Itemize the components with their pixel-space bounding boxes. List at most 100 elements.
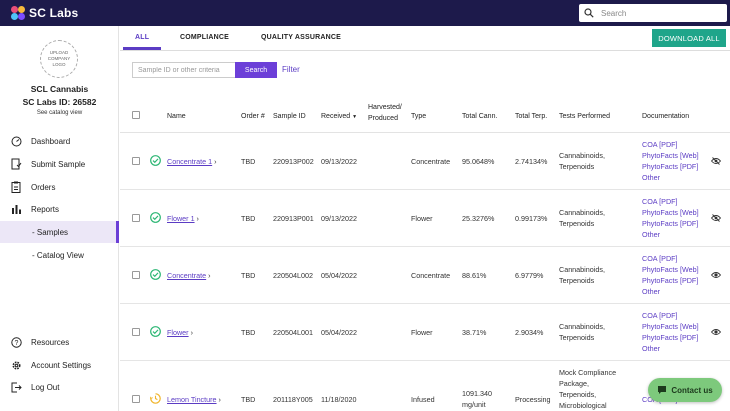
nav-catalog-view[interactable]: - Catalog View [0, 244, 119, 266]
search-button[interactable]: Search [235, 62, 277, 78]
header-total-terp[interactable]: Total Terp. [515, 113, 548, 120]
coa-pdf-link[interactable]: COA [PDF] [642, 254, 678, 263]
other-docs-link[interactable]: Other [642, 173, 660, 182]
row-name[interactable]: Flower › [167, 328, 193, 337]
header-harvested[interactable]: Harvested/Produced [368, 103, 402, 123]
row-test-item: Package, [559, 379, 589, 388]
phytofacts-web-link[interactable]: PhytoFacts [Web] [642, 265, 699, 274]
nav-samples[interactable]: - Samples [0, 221, 119, 243]
row-tests: Cannabinoids, Terpenoids [559, 207, 605, 229]
coa-pdf-link[interactable]: COA [PDF] [642, 197, 678, 206]
brand-name: SC Labs [29, 6, 79, 20]
nav-log-out-label: Log Out [31, 382, 60, 392]
help-icon: ? [10, 336, 22, 348]
coa-pdf-link[interactable]: COA [PDF] [642, 140, 678, 149]
nav-orders[interactable]: Orders [0, 176, 119, 198]
row-name-link[interactable]: Concentrate [167, 271, 207, 280]
phytofacts-web-link[interactable]: PhytoFacts [Web] [642, 322, 699, 331]
phytofacts-pdf-link[interactable]: PhytoFacts [PDF] [642, 162, 699, 171]
global-search-input[interactable] [601, 8, 711, 18]
nav-log-out[interactable]: Log Out [0, 376, 119, 398]
nav-dashboard[interactable]: Dashboard [0, 130, 119, 152]
download-all-button[interactable]: DOWNLOAD ALL [652, 29, 726, 47]
row-sample-id: 220913P002 [273, 157, 314, 166]
other-docs-link[interactable]: Other [642, 287, 660, 296]
header-sample-id[interactable]: Sample ID [273, 113, 306, 120]
brand-logo[interactable]: SC Labs [11, 6, 78, 20]
header-documentation[interactable]: Documentation [642, 113, 690, 120]
other-docs-link[interactable]: Other [642, 344, 660, 353]
sample-search-input[interactable] [132, 62, 235, 78]
coa-pdf-link[interactable]: COA [PDF] [642, 311, 678, 320]
eye-icon[interactable] [711, 271, 721, 279]
row-name[interactable]: Concentrate › [167, 271, 211, 280]
row-tests: Mock Compliance Package, Terpenoids, Microb… [559, 367, 616, 411]
phytofacts-pdf-link[interactable]: PhytoFacts [PDF] [642, 333, 699, 342]
row-checkbox[interactable] [132, 157, 140, 165]
eye-off-icon[interactable] [711, 157, 721, 165]
header-tests[interactable]: Tests Performed [559, 113, 610, 120]
table-row [120, 133, 730, 190]
tab-compliance[interactable]: COMPLIANCE [180, 34, 230, 41]
row-name-link[interactable]: Flower 1 [167, 214, 195, 223]
other-docs-link[interactable]: Other [642, 230, 660, 239]
header-received[interactable]: Received ▼ [321, 112, 357, 122]
eye-off-icon[interactable] [711, 214, 721, 222]
row-test-item: Terpenoids [559, 219, 595, 228]
row-name[interactable]: Concentrate 1 › [167, 157, 217, 166]
phytofacts-web-link[interactable]: PhytoFacts [Web] [642, 208, 699, 217]
row-total-cann: 25.3276% [462, 214, 495, 223]
row-name-link[interactable]: Concentrate 1 [167, 157, 213, 166]
row-type: Flower [411, 214, 433, 223]
header-type[interactable]: Type [411, 113, 427, 120]
filter-link[interactable]: Filter [282, 65, 300, 74]
row-name[interactable]: Flower 1 › [167, 214, 199, 223]
complete-check-icon [150, 269, 161, 280]
row-name-link[interactable]: Flower [167, 328, 189, 337]
contact-us-button[interactable]: Contact us [648, 378, 722, 402]
row-checkbox[interactable] [132, 214, 140, 222]
upload-logo-button[interactable]: UPLOAD COMPANY LOGO [40, 40, 78, 78]
row-order: TBD [241, 328, 256, 337]
row-tests: Cannabinoids, Terpenoids [559, 321, 605, 343]
bar-chart-icon [10, 203, 22, 215]
header-name[interactable]: Name [167, 113, 186, 120]
chat-icon [658, 386, 667, 394]
global-search[interactable] [579, 4, 727, 22]
row-test-item: Terpenoids, [559, 390, 597, 399]
nav-resources[interactable]: ? Resources [0, 331, 119, 353]
row-checkbox[interactable] [132, 395, 140, 403]
row-order: TBD [241, 157, 256, 166]
phytofacts-pdf-link[interactable]: PhytoFacts [PDF] [642, 219, 699, 228]
row-sample-id: 220504L002 [273, 271, 313, 280]
table-row [120, 247, 730, 304]
eye-icon[interactable] [711, 328, 721, 336]
tab-all[interactable]: ALL [135, 34, 150, 41]
company-name: SCL Cannabis [30, 84, 89, 94]
row-checkbox[interactable] [132, 271, 140, 279]
nav-reports[interactable]: Reports [0, 198, 119, 220]
phytofacts-web-link[interactable]: PhytoFacts [Web] [642, 151, 699, 160]
table-row [120, 190, 730, 247]
select-all-checkbox[interactable] [132, 111, 140, 119]
row-name-link[interactable]: Lemon Tincture [167, 395, 217, 404]
phytofacts-pdf-link[interactable]: PhytoFacts [PDF] [642, 276, 699, 285]
row-checkbox[interactable] [132, 328, 140, 336]
see-catalog-view-link[interactable]: See catalog view [36, 110, 83, 116]
row-received: 09/13/2022 [321, 157, 357, 166]
row-total-cann: 1091.340 mg/unit [462, 389, 492, 409]
nav-account-settings[interactable]: Account Settings [0, 354, 119, 376]
nav-submit-sample[interactable]: Submit Sample [0, 153, 119, 175]
row-test-item: Cannabinoids, [559, 208, 605, 217]
row-tests: Cannabinoids, Terpenoids [559, 150, 605, 172]
nav-reports-label: Reports [31, 204, 60, 214]
row-sample-id: 220913P001 [273, 214, 314, 223]
tab-quality-assurance[interactable]: QUALITY ASSURANCE [261, 34, 342, 41]
lab-id: SC Labs ID: 26582 [22, 97, 97, 107]
nav-account-settings-label: Account Settings [31, 360, 92, 370]
row-total-terp: 2.74134% [515, 157, 548, 166]
row-sample-id: 220504L001 [273, 328, 313, 337]
row-name[interactable]: Lemon Tincture › [167, 395, 221, 404]
header-total-cann[interactable]: Total Cann. [462, 113, 498, 120]
header-order[interactable]: Order # [241, 113, 265, 120]
